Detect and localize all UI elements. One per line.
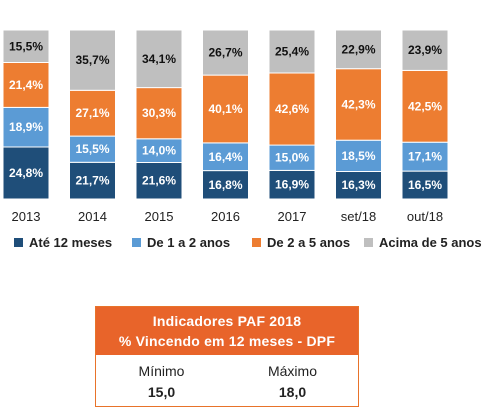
- bar-segment: [335, 68, 382, 141]
- indicator-maximum: Máximo 18,0: [227, 355, 358, 407]
- data-label: 34,1%: [142, 52, 176, 66]
- bar-segment: [202, 142, 249, 172]
- bar-segment: [69, 161, 116, 200]
- minimum-label: Mínimo: [138, 362, 185, 379]
- data-label: 15,5%: [75, 142, 109, 156]
- data-label: 21,4%: [9, 78, 43, 92]
- legend-swatch: [252, 238, 261, 247]
- data-label: 16,8%: [208, 178, 242, 192]
- data-label: 18,9%: [9, 120, 43, 134]
- legend-item-2-a-5-anos: De 2 a 5 anos: [252, 235, 350, 250]
- indicators-values: Mínimo 15,0 Máximo 18,0: [96, 355, 358, 407]
- data-label: 14,0%: [142, 144, 176, 158]
- stacked-bar-chart: 24,8% 18,9% 21,4% 15,5% 2013 21,7% 15,5% 27,1% 3…: [2, 29, 449, 224]
- bar-segment: [69, 29, 116, 91]
- maximum-label: Máximo: [267, 362, 317, 379]
- bar-segment: [268, 169, 316, 200]
- bar-segment: [69, 89, 116, 137]
- bar-segment: [2, 106, 50, 148]
- data-label: 21,6%: [142, 174, 176, 188]
- x-tick-label: 2017: [278, 209, 307, 224]
- indicators-title: Indicadores PAF 2018: [152, 313, 302, 329]
- data-label: 23,9%: [408, 43, 442, 57]
- data-label: 42,5%: [408, 99, 442, 113]
- bar-segment: [135, 29, 183, 89]
- data-label: 25,4%: [275, 45, 309, 59]
- data-label: 26,7%: [208, 46, 242, 60]
- x-tick-label: set/18: [341, 209, 376, 224]
- bar-segment: [135, 162, 183, 200]
- data-label: 21,7%: [75, 174, 109, 188]
- bar-segment: [202, 74, 249, 144]
- indicator-minimum: Mínimo 15,0: [96, 355, 227, 407]
- bar-segment: [401, 170, 449, 200]
- data-label: 40,1%: [208, 102, 242, 116]
- data-label: 18,5%: [341, 149, 375, 163]
- bar-segment: [335, 29, 382, 70]
- legend-label: Acima de 5 anos: [379, 235, 482, 250]
- legend-item-1-a-2-anos: De 1 a 2 anos: [132, 235, 230, 250]
- data-label: 42,3%: [341, 97, 375, 111]
- minimum-value: 15,0: [147, 383, 176, 400]
- x-tick-label: 2015: [145, 209, 174, 224]
- bar-segment: [69, 135, 116, 163]
- data-label: 42,6%: [275, 102, 309, 116]
- legend-label: De 1 a 2 anos: [147, 235, 231, 250]
- data-label: 16,5%: [408, 178, 442, 192]
- legend-item-ate-12-meses: Até 12 meses: [14, 235, 112, 250]
- data-label: 30,3%: [142, 106, 176, 120]
- bar-segment: [202, 29, 249, 76]
- x-tick-label: 2014: [78, 209, 107, 224]
- legend-item-acima-5-anos: Acima de 5 anos: [364, 235, 482, 250]
- bar-segment: [401, 29, 449, 71]
- x-tick-label: 2016: [211, 209, 240, 224]
- legend-swatch: [364, 238, 373, 247]
- x-tick-label: 2013: [12, 209, 41, 224]
- legend-swatch: [14, 238, 23, 247]
- bar-segment: [268, 72, 316, 146]
- indicators-box: Indicadores PAF 2018 % Vincendo em 12 me…: [95, 306, 359, 407]
- data-label: 35,7%: [75, 53, 109, 67]
- bar-segment: [2, 146, 50, 200]
- data-label: 22,9%: [341, 42, 375, 56]
- chart-legend: Até 12 meses De 1 a 2 anos De 2 a 5 anos…: [14, 235, 484, 255]
- data-label: 16,3%: [341, 178, 375, 192]
- data-label: 27,1%: [75, 106, 109, 120]
- data-label: 24,8%: [9, 166, 43, 180]
- maximum-value: 18,0: [278, 383, 307, 400]
- legend-label: De 2 a 5 anos: [267, 235, 351, 250]
- data-label: 15,5%: [9, 39, 43, 53]
- data-label: 15,0%: [275, 151, 309, 165]
- bar-segment: [401, 69, 449, 143]
- indicators-subtitle: % Vincendo em 12 meses - DPF: [118, 333, 336, 349]
- data-label: 16,9%: [275, 178, 309, 192]
- data-label: 17,1%: [408, 150, 442, 164]
- bar-segment: [268, 29, 316, 74]
- legend-swatch: [132, 238, 141, 247]
- data-label: 16,4%: [208, 150, 242, 164]
- legend-label: Até 12 meses: [29, 235, 113, 250]
- bar-segment: [268, 144, 316, 171]
- indicators-header: Indicadores PAF 2018 % Vincendo em 12 me…: [96, 307, 358, 355]
- bar-segment: [335, 171, 382, 200]
- x-tick-label: out/18: [407, 209, 443, 224]
- bar-segment: [202, 170, 249, 200]
- bar-segment: [2, 29, 50, 63]
